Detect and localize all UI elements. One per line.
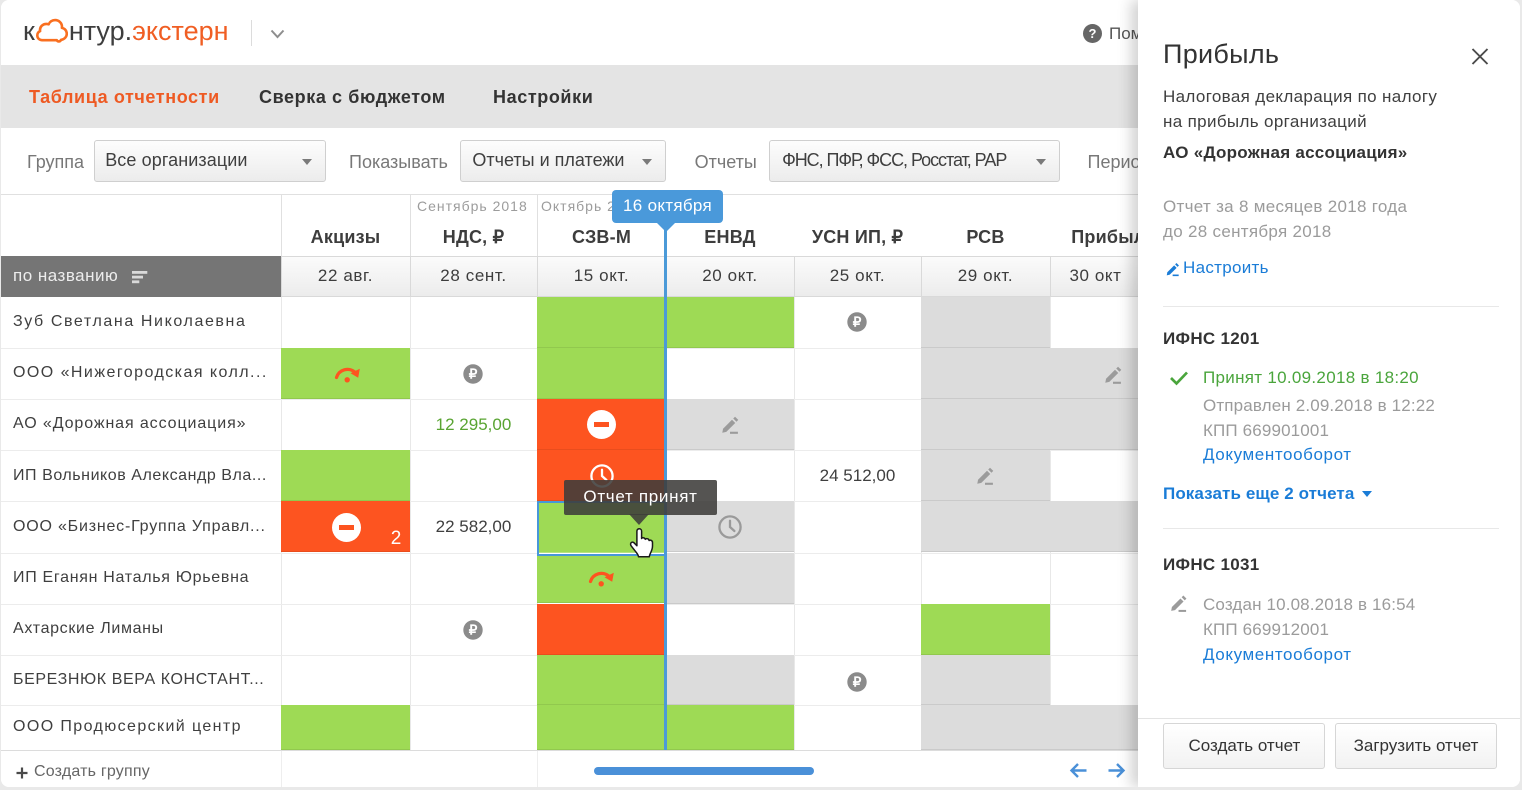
svg-text:₽: ₽ [852, 315, 861, 330]
svg-text:₽: ₽ [852, 675, 861, 690]
svg-text:₽: ₽ [469, 623, 478, 638]
svg-text:₽: ₽ [469, 367, 478, 382]
